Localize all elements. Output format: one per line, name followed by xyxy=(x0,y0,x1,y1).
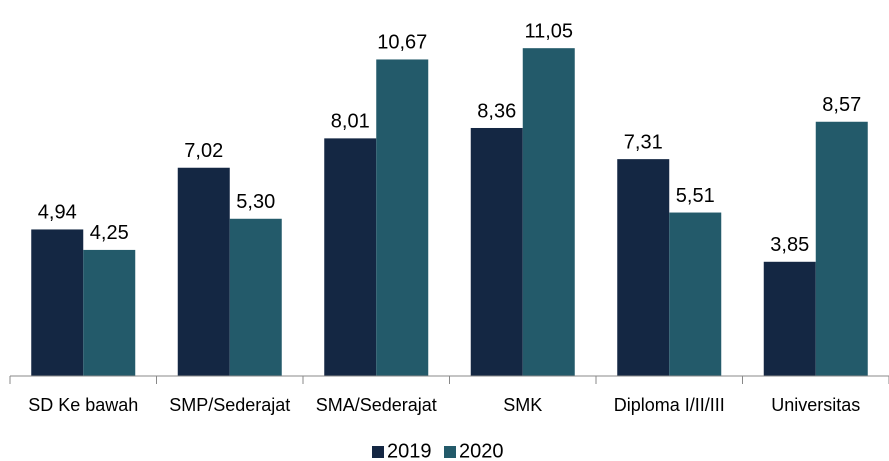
x-tick-label: Universitas xyxy=(771,395,860,415)
value-label: 3,85 xyxy=(770,234,809,256)
bar xyxy=(470,127,523,376)
bar xyxy=(617,159,670,376)
value-label: 5,30 xyxy=(236,191,275,213)
value-label: 4,94 xyxy=(38,202,77,224)
x-tick-label: SMA/Sederajat xyxy=(316,395,437,415)
value-label: 10,67 xyxy=(377,32,427,54)
bar xyxy=(815,121,868,376)
value-label: 7,02 xyxy=(184,140,223,162)
bar xyxy=(83,249,136,376)
bar xyxy=(376,59,429,376)
value-label: 4,25 xyxy=(90,222,129,244)
bar xyxy=(669,212,722,376)
value-label: 8,36 xyxy=(477,100,516,122)
value-label: 11,05 xyxy=(524,20,573,42)
legend-swatch xyxy=(372,446,384,458)
bar xyxy=(177,167,230,376)
x-tick-label: SMK xyxy=(503,395,542,415)
x-tick-label: SMP/Sederajat xyxy=(169,395,290,415)
bar xyxy=(31,229,84,376)
value-label: 8,01 xyxy=(331,111,370,133)
bar xyxy=(763,261,816,376)
value-label: 7,31 xyxy=(624,131,663,153)
bar xyxy=(229,218,282,376)
bar xyxy=(324,138,377,376)
legend-swatch xyxy=(444,446,456,458)
x-tick-label: SD Ke bawah xyxy=(28,395,138,415)
bar xyxy=(522,48,575,376)
x-tick-label: Diploma I/II/III xyxy=(614,395,725,415)
value-label: 5,51 xyxy=(676,185,715,207)
value-label: 8,57 xyxy=(822,94,861,116)
legend-label: 2019 xyxy=(387,440,432,461)
legend-label: 2020 xyxy=(459,440,504,461)
